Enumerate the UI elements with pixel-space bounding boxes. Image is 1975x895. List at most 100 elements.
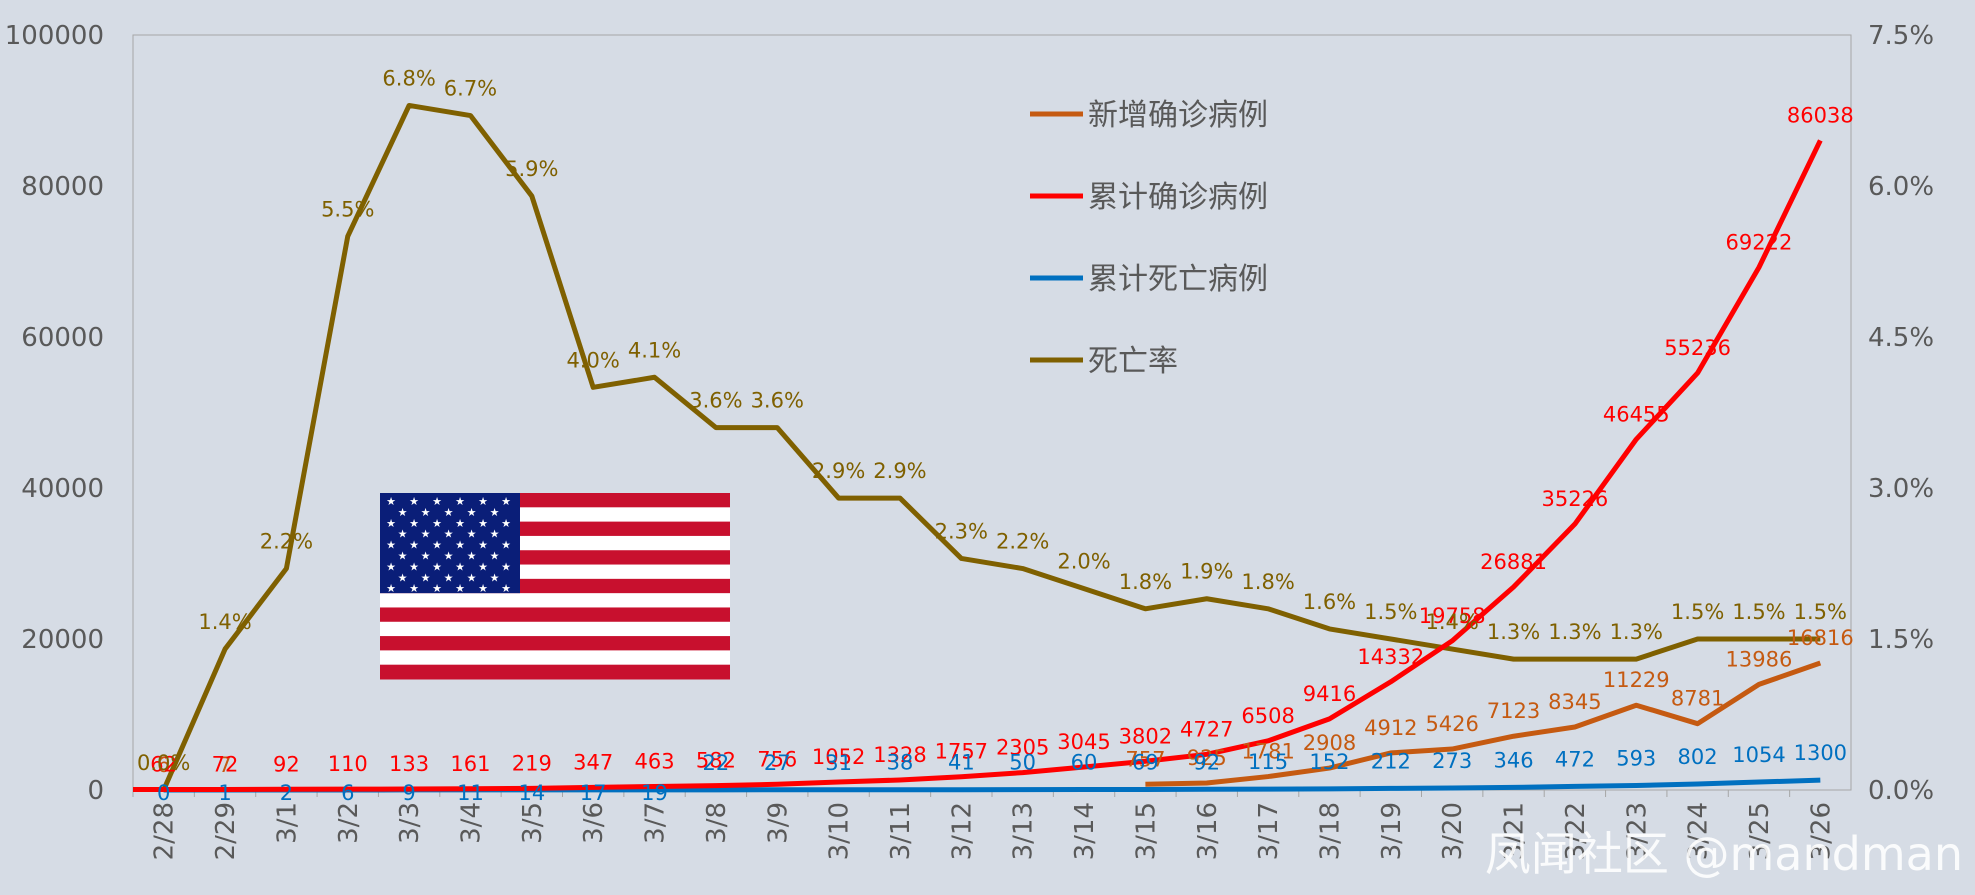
flag-star: ★ bbox=[432, 560, 442, 573]
x-tick-label: 3/20 bbox=[1438, 802, 1468, 860]
flag-stripe bbox=[380, 650, 730, 666]
x-tick-label: 3/15 bbox=[1131, 802, 1161, 860]
flag-star: ★ bbox=[478, 582, 488, 595]
data-label: 1.9% bbox=[1180, 560, 1233, 584]
flag-star: ★ bbox=[490, 550, 500, 563]
x-tick-label: 3/2 bbox=[334, 802, 364, 844]
flag-stripe bbox=[380, 621, 730, 637]
data-label: 756 bbox=[757, 747, 797, 771]
data-label: 2305 bbox=[996, 736, 1049, 760]
data-label: 3.6% bbox=[689, 389, 742, 413]
flag-star: ★ bbox=[432, 517, 442, 530]
flag-star: ★ bbox=[467, 571, 477, 584]
data-label: 2.3% bbox=[935, 519, 988, 543]
flag-star: ★ bbox=[501, 495, 511, 508]
flag-star: ★ bbox=[490, 506, 500, 519]
data-label: 757 bbox=[1125, 747, 1165, 771]
data-label: 3802 bbox=[1119, 724, 1172, 748]
x-tick-label: 3/26 bbox=[1806, 802, 1836, 860]
data-label: 1.6% bbox=[1303, 590, 1356, 614]
flag-star: ★ bbox=[409, 517, 419, 530]
flag-star: ★ bbox=[478, 539, 488, 552]
data-label: 9416 bbox=[1303, 682, 1356, 706]
watermark: 凤闻社区 @mandman bbox=[1485, 827, 1963, 881]
data-label: 92 bbox=[1193, 750, 1220, 774]
data-label: 1.3% bbox=[1610, 620, 1663, 644]
x-tick-label: 3/14 bbox=[1070, 802, 1100, 860]
flag-star: ★ bbox=[455, 560, 465, 573]
data-label: 11229 bbox=[1603, 668, 1670, 692]
x-tick-label: 3/21 bbox=[1500, 802, 1530, 860]
data-label: 463 bbox=[634, 750, 674, 774]
x-tick-label: 2/29 bbox=[211, 802, 241, 860]
data-label: 62 bbox=[150, 753, 177, 777]
data-label: 69 bbox=[1132, 750, 1159, 774]
flag-star: ★ bbox=[455, 495, 465, 508]
flag-star: ★ bbox=[444, 550, 454, 563]
data-label: 1.3% bbox=[1548, 620, 1601, 644]
x-tick-label: 3/8 bbox=[702, 802, 732, 844]
series-line-1 bbox=[163, 139, 1823, 793]
flag-star: ★ bbox=[467, 506, 477, 519]
data-label: 1.8% bbox=[1241, 570, 1294, 594]
data-label: 1.5% bbox=[1794, 600, 1847, 624]
right-tick-label: 4.5% bbox=[1868, 323, 1934, 353]
data-label: 5.5% bbox=[321, 197, 374, 221]
flag-star: ★ bbox=[455, 539, 465, 552]
flag-star: ★ bbox=[432, 539, 442, 552]
x-tick-label: 3/23 bbox=[1622, 802, 1652, 860]
x-tick-label: 3/25 bbox=[1745, 802, 1775, 860]
flag-stripe bbox=[380, 664, 730, 680]
data-label: 1328 bbox=[873, 743, 926, 767]
flag-star: ★ bbox=[444, 506, 454, 519]
data-label: 1781 bbox=[1241, 740, 1294, 764]
data-label: 802 bbox=[1678, 745, 1718, 769]
flag-star: ★ bbox=[409, 560, 419, 573]
data-label: 92 bbox=[273, 752, 300, 776]
data-label: 925 bbox=[1187, 746, 1227, 770]
flag-star: ★ bbox=[386, 495, 396, 508]
data-label: 1054 bbox=[1732, 743, 1785, 767]
x-tick-label: 3/16 bbox=[1193, 802, 1223, 860]
flag-star: ★ bbox=[421, 528, 431, 541]
data-label: 50 bbox=[1009, 751, 1036, 775]
data-label: 4.1% bbox=[628, 338, 681, 362]
x-tick-label: 3/9 bbox=[763, 802, 793, 844]
flag-star: ★ bbox=[490, 571, 500, 584]
flag-star: ★ bbox=[501, 517, 511, 530]
data-label: 46455 bbox=[1603, 402, 1670, 426]
flag-star: ★ bbox=[409, 495, 419, 508]
data-label: 1300 bbox=[1794, 741, 1847, 765]
data-label: 7 bbox=[218, 753, 231, 777]
data-label: 3045 bbox=[1057, 730, 1110, 754]
data-label: 19 bbox=[641, 781, 668, 805]
data-label: 6.8% bbox=[382, 66, 435, 90]
flag-star: ★ bbox=[478, 517, 488, 530]
data-label: 346 bbox=[1493, 748, 1533, 772]
data-label: 1.4% bbox=[198, 610, 251, 634]
data-label: 133 bbox=[389, 752, 429, 776]
x-tick-label: 2/28 bbox=[150, 802, 180, 860]
x-tick-label: 3/12 bbox=[947, 802, 977, 860]
series-lines bbox=[133, 102, 1823, 793]
data-label: 273 bbox=[1432, 749, 1472, 773]
data-label: 5.9% bbox=[505, 157, 558, 181]
data-label: 7123 bbox=[1487, 699, 1540, 723]
right-tick-label: 1.5% bbox=[1868, 625, 1934, 655]
data-label: 1.5% bbox=[1732, 600, 1785, 624]
flag-star: ★ bbox=[455, 582, 465, 595]
data-label: 16816 bbox=[1787, 626, 1854, 650]
data-label: 41 bbox=[948, 751, 975, 775]
data-label: 472 bbox=[1555, 747, 1595, 771]
x-tick-label: 3/24 bbox=[1684, 802, 1714, 860]
data-label: 35226 bbox=[1541, 487, 1608, 511]
flag-star: ★ bbox=[467, 550, 477, 563]
flag-star: ★ bbox=[386, 539, 396, 552]
flag-stripe bbox=[380, 593, 730, 608]
data-label: 2.2% bbox=[996, 530, 1049, 554]
data-label: 212 bbox=[1371, 749, 1411, 773]
flag-star: ★ bbox=[421, 506, 431, 519]
left-tick-label: 100000 bbox=[5, 21, 104, 51]
data-label: 219 bbox=[512, 751, 552, 775]
